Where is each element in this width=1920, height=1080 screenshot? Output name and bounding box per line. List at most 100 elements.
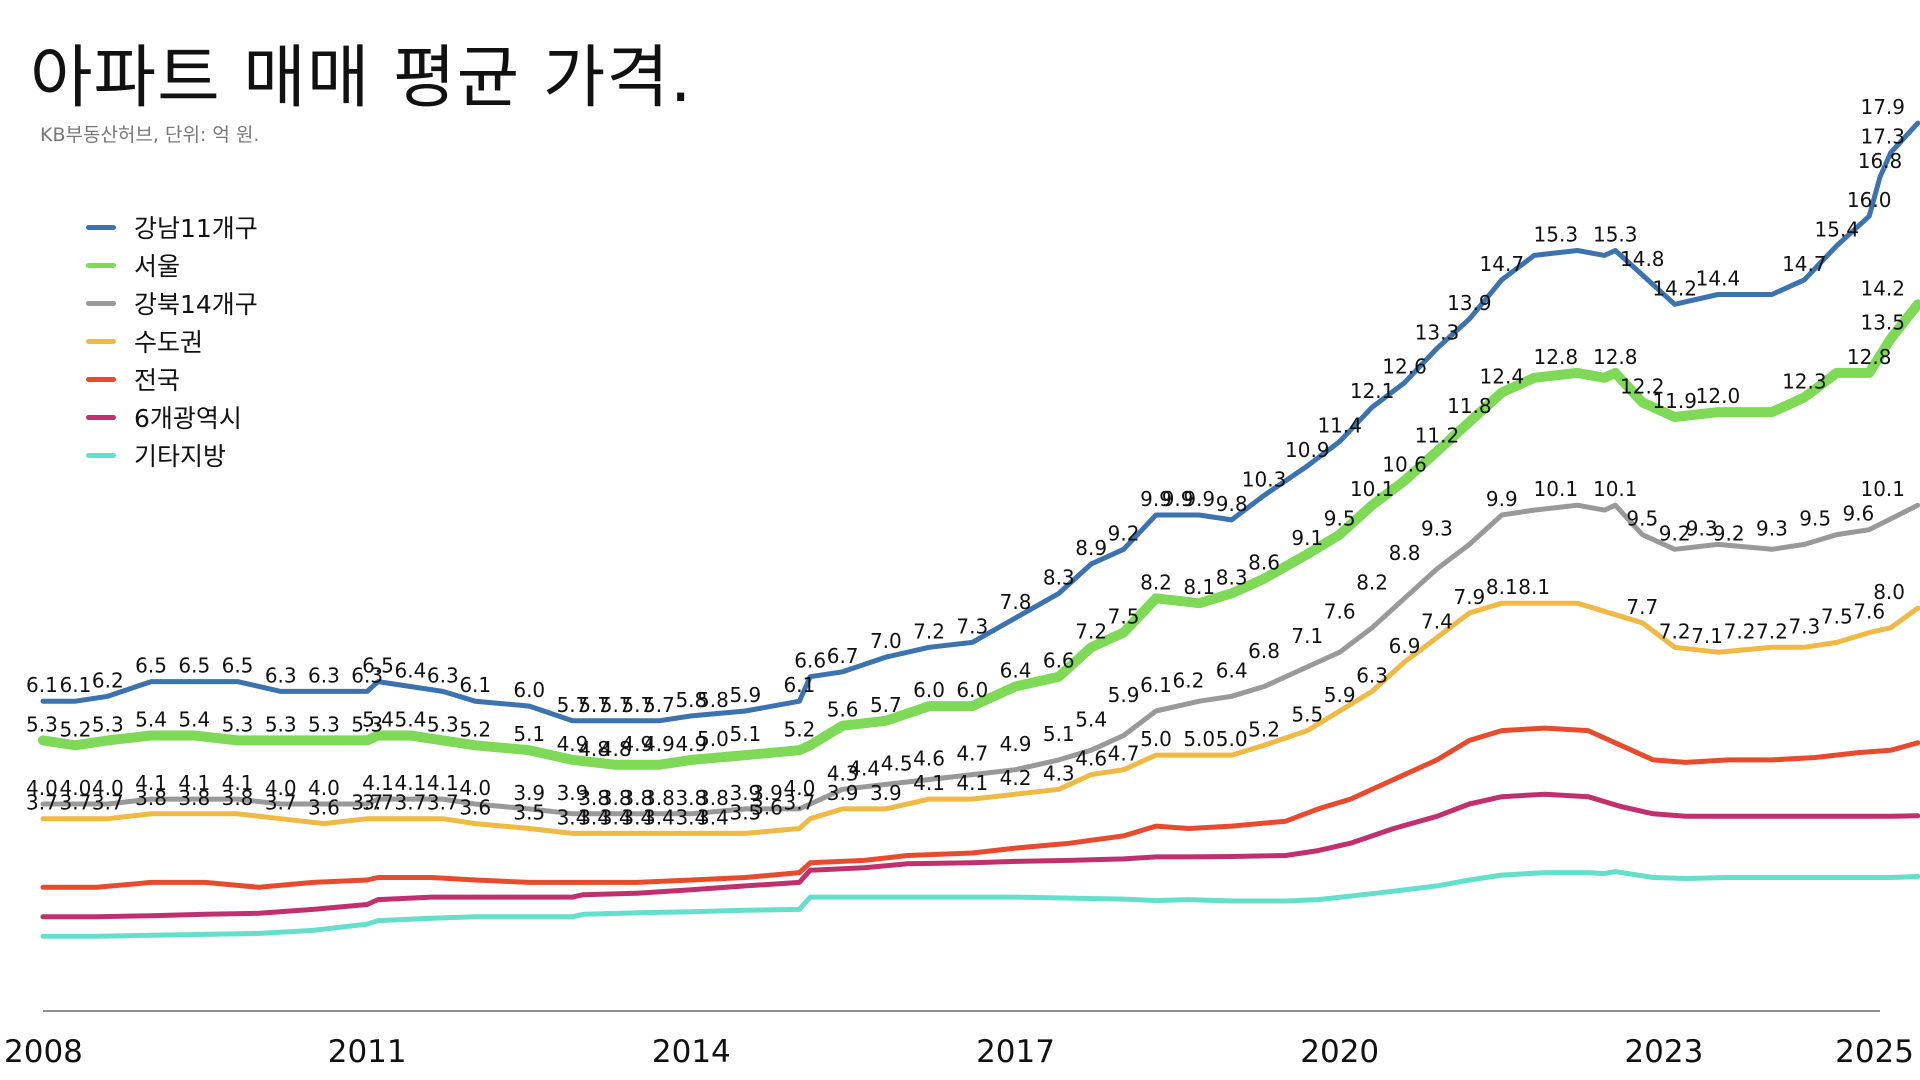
- data-label: 5.0: [1216, 727, 1248, 751]
- data-label: 6.8: [1248, 639, 1280, 663]
- data-label: 6.4: [1216, 658, 1248, 682]
- data-label: 6.3: [265, 663, 297, 687]
- data-label: 12.4: [1480, 365, 1525, 389]
- data-label: 3.8: [697, 786, 729, 810]
- data-label: 4.7: [1108, 742, 1140, 766]
- series-line: [40, 725, 1920, 890]
- data-label: 5.2: [60, 717, 92, 741]
- data-label: 3.4: [557, 805, 589, 829]
- data-label: 5.7: [621, 693, 653, 717]
- data-label: 8.1: [1183, 575, 1215, 599]
- data-label: 4.1: [394, 771, 426, 795]
- data-label: 5.4: [394, 707, 426, 731]
- data-label: 6.5: [178, 654, 210, 678]
- data-label: 9.5: [1799, 507, 1831, 531]
- data-label: 9.5: [1626, 507, 1658, 531]
- legend-swatch: [86, 300, 116, 306]
- data-label: 5.7: [870, 693, 902, 717]
- data-label: 11.9: [1652, 389, 1697, 413]
- legend-item: 수도권: [86, 322, 258, 360]
- data-label: 4.9: [1000, 732, 1032, 756]
- data-label: 6.4: [394, 658, 426, 682]
- data-label: 8.3: [1043, 565, 1075, 589]
- data-label: 9.9: [1486, 487, 1518, 511]
- data-label: 7.2: [1659, 619, 1691, 643]
- data-label: 5.6: [827, 698, 859, 722]
- data-label: 13.3: [1415, 320, 1460, 344]
- data-label: 9.3: [1686, 516, 1718, 540]
- data-label: 6.7: [827, 644, 859, 668]
- data-label: 4.2: [1000, 766, 1032, 790]
- data-label: 3.8: [178, 786, 210, 810]
- data-label: 3.7: [362, 791, 394, 815]
- data-label: 5.0: [1140, 727, 1172, 751]
- data-label: 5.0: [697, 727, 729, 751]
- data-label: 5.9: [1108, 683, 1140, 707]
- data-label: 4.0: [784, 776, 816, 800]
- x-tick-label: 2017: [976, 1034, 1055, 1070]
- data-label: 9.3: [1421, 516, 1453, 540]
- data-label: 4.0: [265, 776, 297, 800]
- data-label: 7.7: [1626, 595, 1658, 619]
- data-label: 4.0: [60, 776, 92, 800]
- data-label: 5.0: [1183, 727, 1215, 751]
- data-label: 7.8: [1000, 590, 1032, 614]
- data-label: 12.8: [1847, 345, 1892, 369]
- data-label: 11.4: [1317, 414, 1362, 438]
- legend-item: 강북14개구: [86, 284, 258, 322]
- data-label: 7.0: [870, 629, 902, 653]
- data-label: 7.6: [1853, 600, 1885, 624]
- chart-title: 아파트 매매 평균 가격.: [30, 39, 693, 118]
- data-label: 8.0: [1873, 580, 1905, 604]
- data-label: 16.8: [1858, 149, 1903, 173]
- data-label: 10.6: [1382, 453, 1427, 477]
- legend-swatch: [86, 338, 116, 344]
- data-label: 6.0: [913, 678, 945, 702]
- x-tick-label: 2023: [1624, 1034, 1703, 1070]
- chart-subtitle: KB부동산허브, 단위: 억 원.: [40, 124, 260, 146]
- data-label: 3.4: [643, 805, 675, 829]
- data-label: 3.4: [697, 805, 729, 829]
- data-label: 5.3: [308, 712, 340, 736]
- data-label: 6.5: [135, 654, 167, 678]
- data-label: 17.9: [1860, 95, 1905, 119]
- data-label: 13.9: [1447, 291, 1492, 315]
- series-line: [40, 502, 1920, 817]
- data-label: 4.3: [827, 761, 859, 785]
- legend-label: 강북14개구: [134, 290, 258, 319]
- x-tick-label: 2014: [652, 1034, 731, 1070]
- data-label: 12.0: [1696, 384, 1741, 408]
- series-line: [40, 600, 1920, 836]
- data-label: 5.9: [1324, 683, 1356, 707]
- data-label: 14.2: [1652, 276, 1697, 300]
- data-label: 7.6: [1324, 600, 1356, 624]
- data-label: 4.0: [459, 776, 491, 800]
- data-label: 3.7: [60, 791, 92, 815]
- legend-label: 서울: [134, 252, 181, 281]
- data-label: 6.0: [956, 678, 988, 702]
- data-label: 14.4: [1696, 267, 1741, 291]
- data-label: 10.9: [1285, 438, 1330, 462]
- data-label: 3.9: [870, 781, 902, 805]
- data-label: 5.9: [729, 683, 761, 707]
- data-label: 4.1: [178, 771, 210, 795]
- series-line: [40, 120, 1920, 724]
- data-label: 7.2: [1075, 619, 1107, 643]
- legend-swatch: [86, 224, 116, 230]
- legend-swatch: [86, 376, 116, 382]
- data-label: 5.5: [1291, 703, 1323, 727]
- data-label: 14.7: [1480, 252, 1525, 276]
- data-label: 10.1: [1860, 477, 1905, 501]
- data-label: 3.4: [621, 805, 653, 829]
- legend-label: 기타지방: [134, 442, 227, 471]
- data-label: 3.4: [600, 805, 632, 829]
- data-label: 11.8: [1447, 394, 1492, 418]
- data-label: 3.9: [729, 781, 761, 805]
- data-label: 5.1: [513, 722, 545, 746]
- data-label: 5.3: [351, 712, 383, 736]
- data-label: 4.9: [643, 732, 675, 756]
- data-label: 6.3: [1356, 663, 1388, 687]
- data-label: 15.4: [1815, 218, 1860, 242]
- data-label: 5.8: [697, 688, 729, 712]
